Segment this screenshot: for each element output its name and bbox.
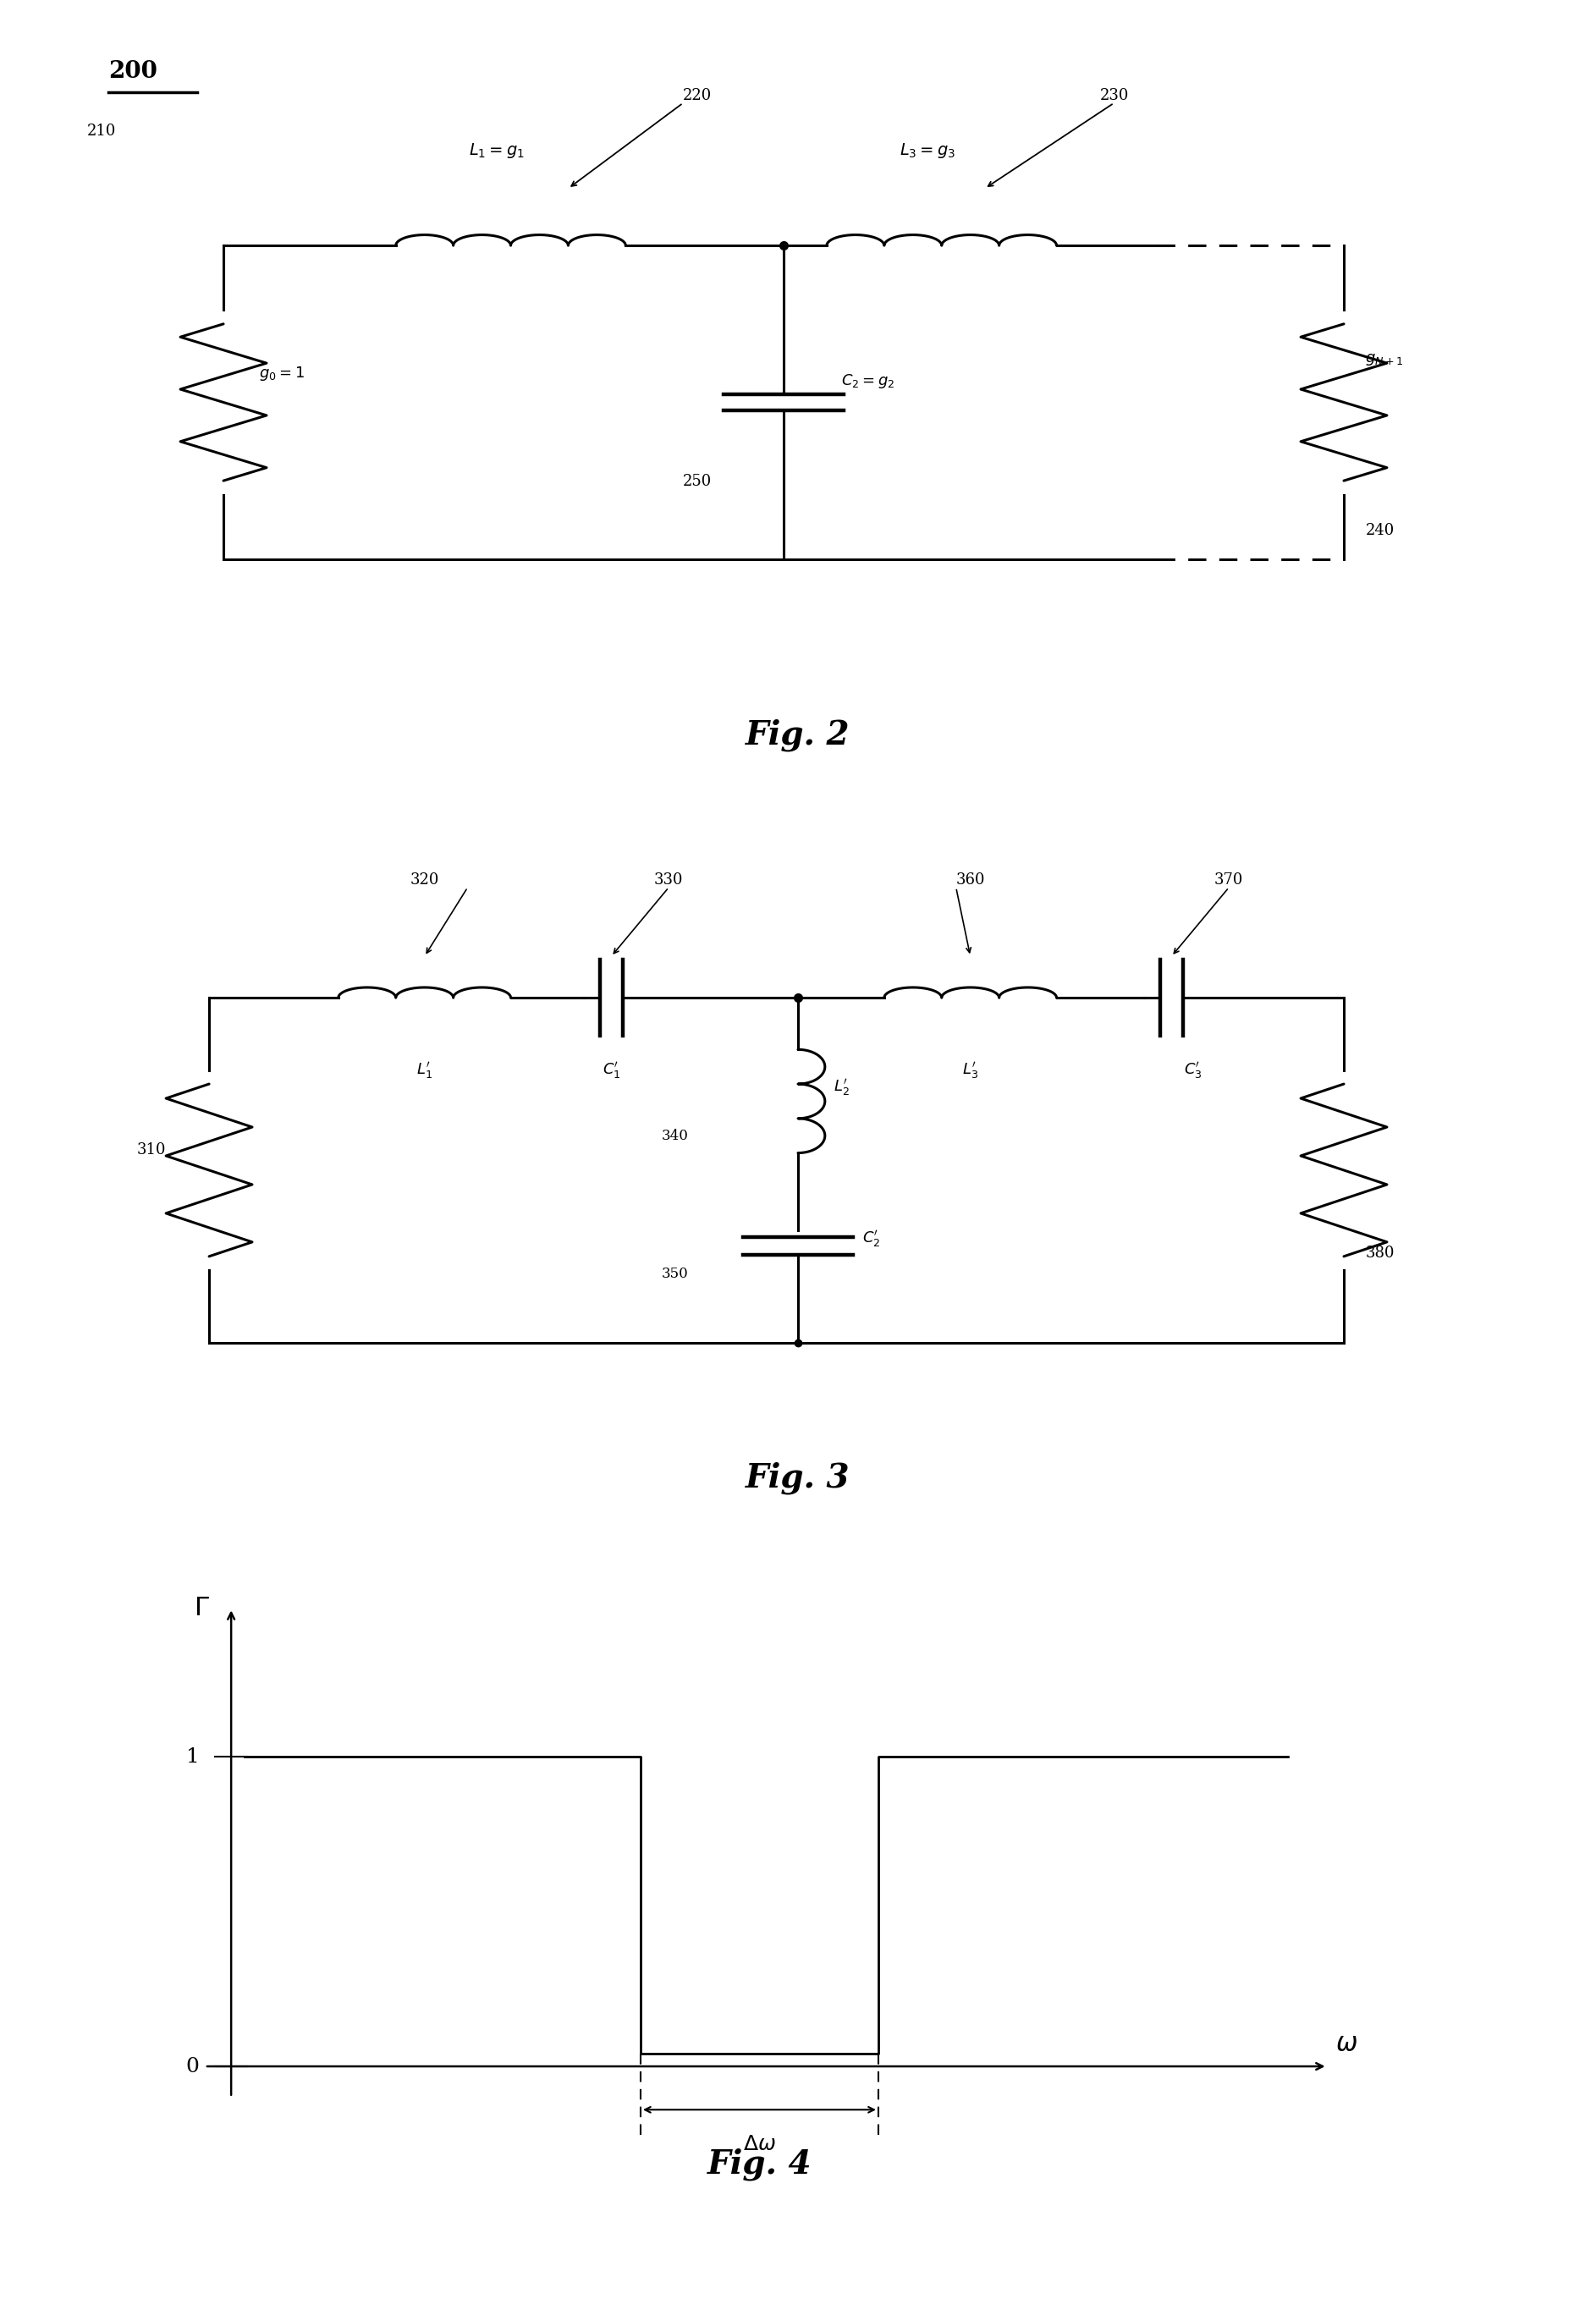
Text: $L_1=g_1$: $L_1=g_1$: [469, 143, 523, 161]
Text: $L_3'$: $L_3'$: [962, 1060, 978, 1081]
Text: 330: 330: [654, 871, 683, 887]
Text: 250: 250: [683, 474, 712, 490]
Text: $\Delta\omega$: $\Delta\omega$: [744, 2133, 776, 2154]
Text: $C_3'$: $C_3'$: [1184, 1060, 1202, 1081]
Text: 370: 370: [1215, 871, 1243, 887]
Text: $C_2'$: $C_2'$: [863, 1230, 881, 1248]
Text: $\omega$: $\omega$: [1336, 2030, 1358, 2058]
Text: $L_2'$: $L_2'$: [835, 1078, 849, 1097]
Text: 240: 240: [1366, 522, 1395, 538]
Text: 310: 310: [137, 1143, 166, 1156]
Text: Fig. 3: Fig. 3: [745, 1462, 851, 1494]
Text: Fig. 2: Fig. 2: [745, 720, 851, 752]
Text: $L_1'$: $L_1'$: [417, 1060, 433, 1081]
Text: 230: 230: [1100, 87, 1128, 103]
Text: 320: 320: [410, 871, 439, 887]
Text: 360: 360: [956, 871, 985, 887]
Text: 210: 210: [88, 124, 117, 140]
Text: 0: 0: [187, 2058, 200, 2076]
Text: 220: 220: [683, 87, 712, 103]
Text: $g_{N+1}$: $g_{N+1}$: [1366, 352, 1403, 368]
Text: 200: 200: [109, 60, 158, 83]
Text: $g_0=1$: $g_0=1$: [260, 366, 305, 382]
Text: $C_2=g_2$: $C_2=g_2$: [841, 372, 895, 391]
Text: $C_1'$: $C_1'$: [602, 1060, 621, 1081]
Text: $\Gamma$: $\Gamma$: [195, 1596, 211, 1621]
Text: 340: 340: [662, 1129, 688, 1143]
Text: $L_3=g_3$: $L_3=g_3$: [900, 143, 954, 161]
Text: 1: 1: [187, 1747, 200, 1766]
Text: 380: 380: [1366, 1246, 1395, 1260]
Text: Fig. 4: Fig. 4: [707, 2147, 812, 2182]
Text: 350: 350: [662, 1267, 688, 1281]
